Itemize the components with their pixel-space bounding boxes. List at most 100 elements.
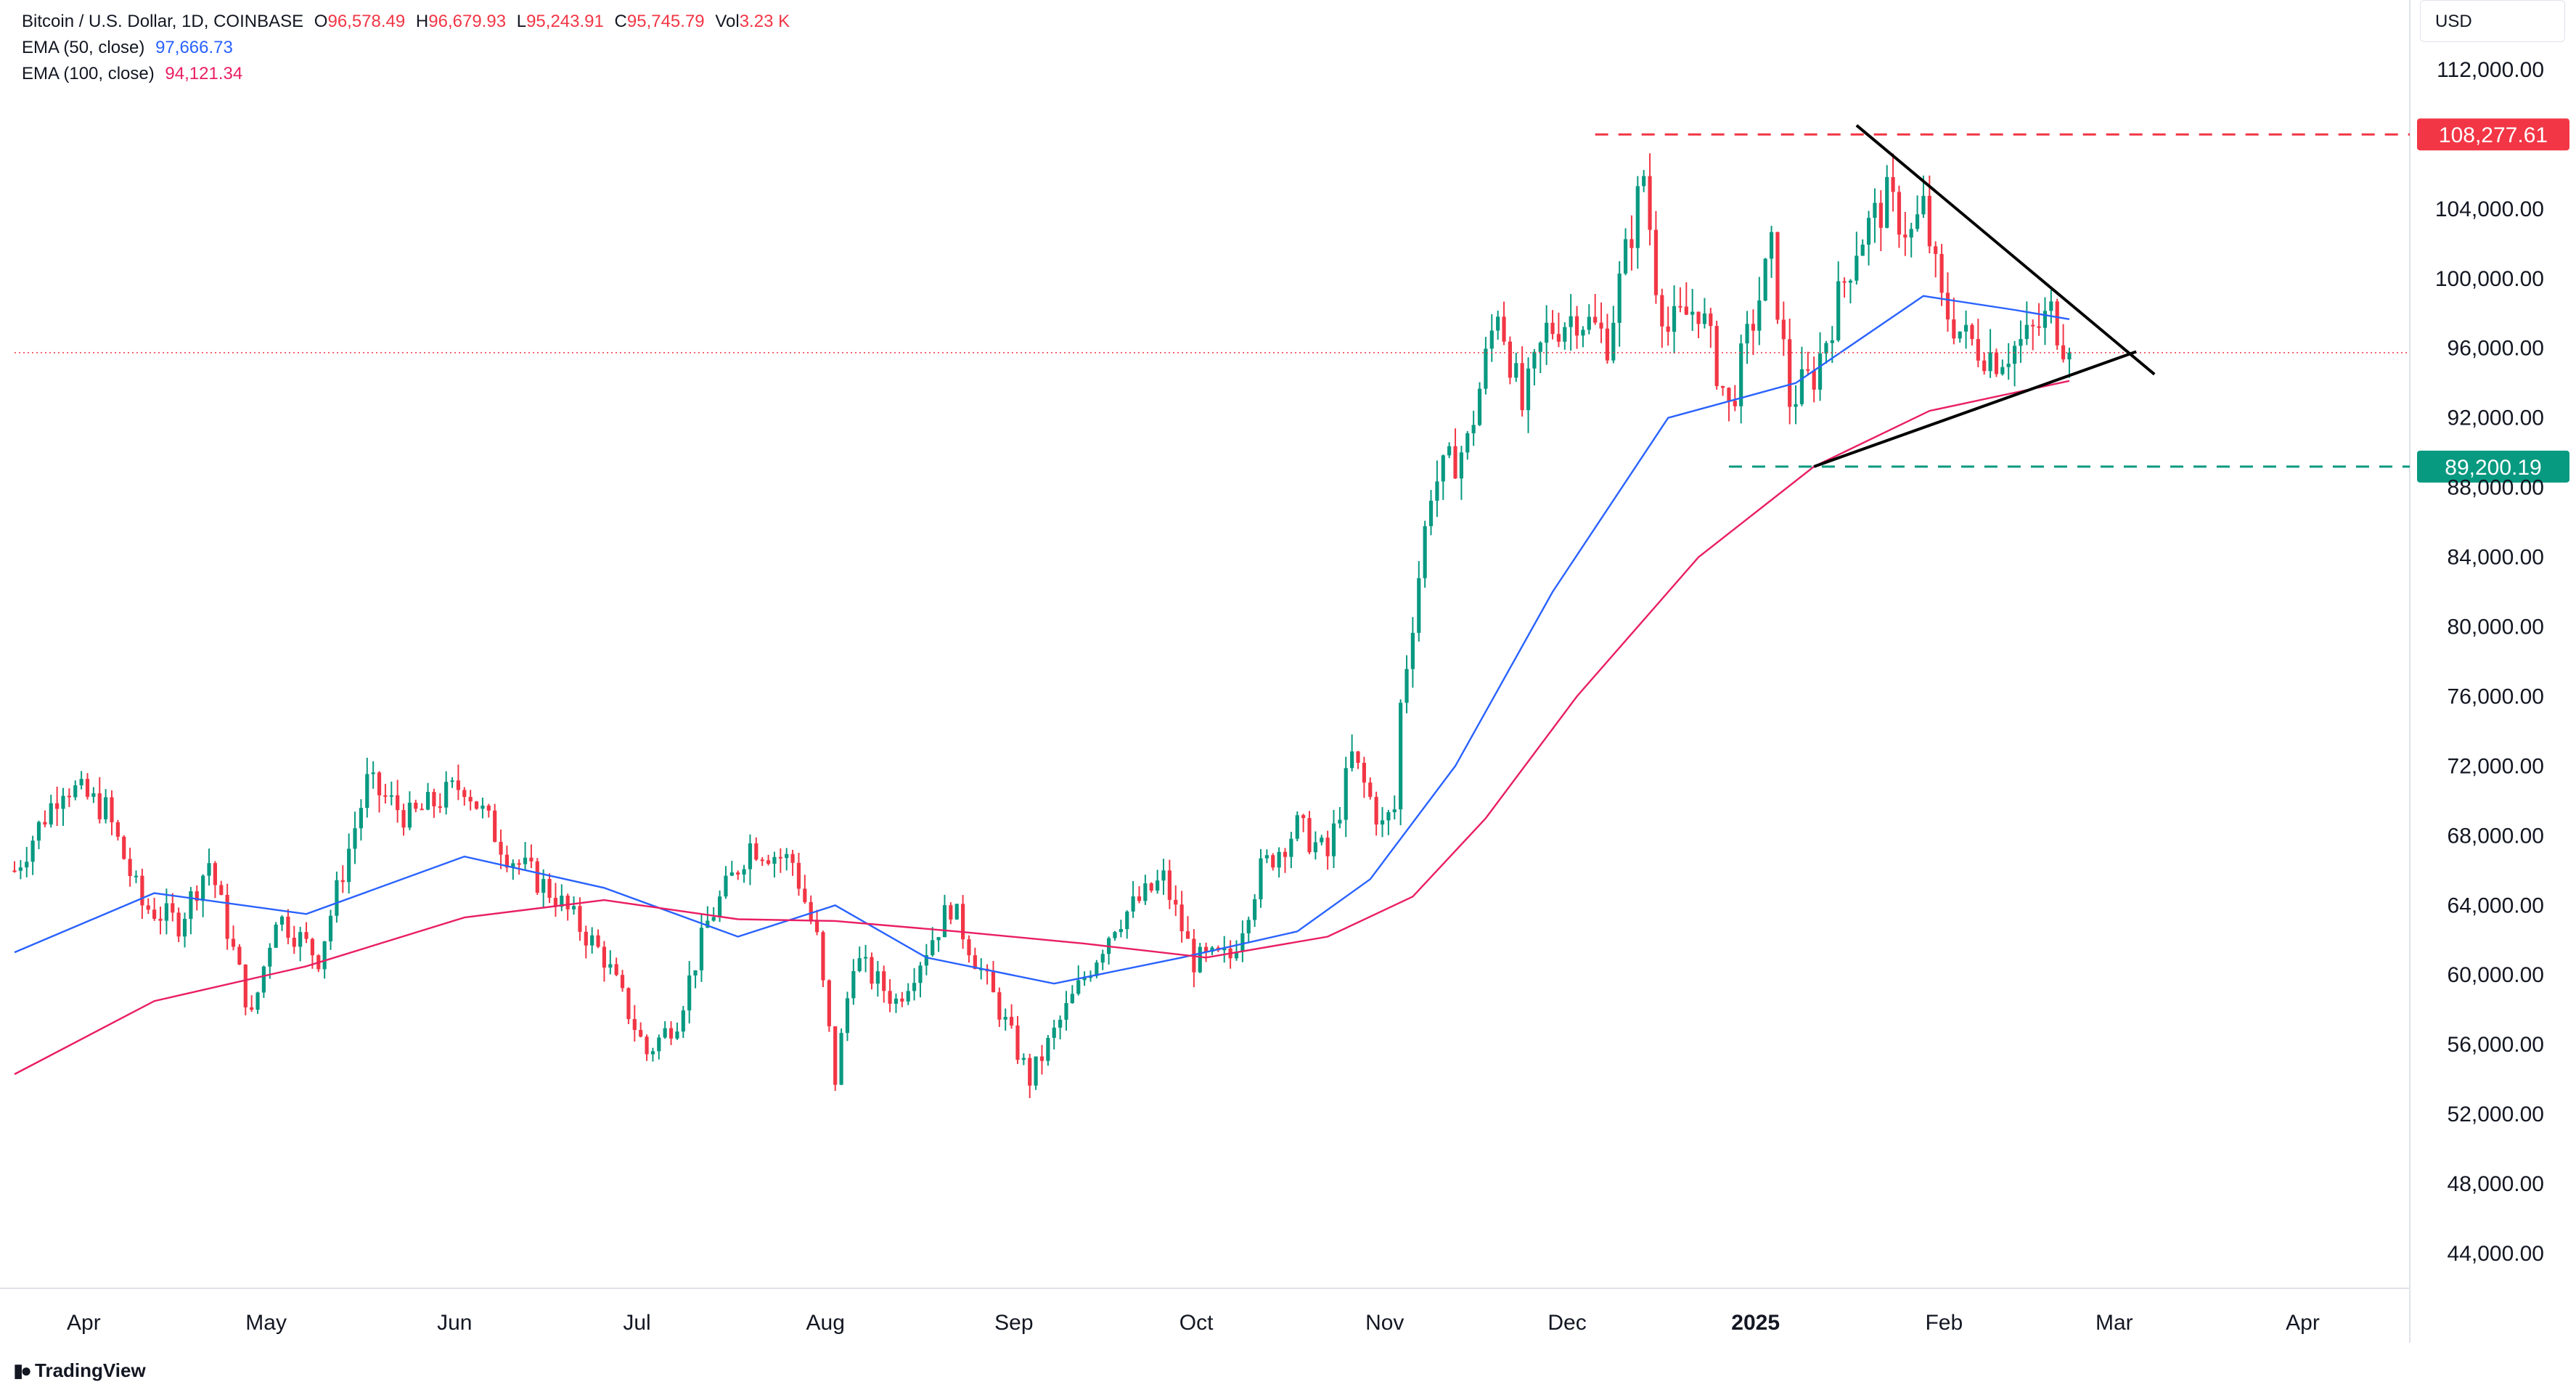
candle-body: [67, 795, 71, 798]
candle-body: [182, 918, 187, 937]
candle-body: [760, 859, 764, 862]
candle-body: [1720, 385, 1725, 388]
candle-body: [1301, 815, 1306, 819]
candle-body: [778, 856, 782, 859]
ema100-row[interactable]: EMA (100, close) 94,121.34: [22, 61, 790, 87]
candle-body: [1125, 911, 1129, 930]
high-value: 96,679.93: [428, 12, 507, 31]
candle-body: [1496, 316, 1500, 331]
candle-body: [706, 920, 710, 928]
candle-body: [504, 854, 510, 868]
candle-body: [359, 808, 364, 829]
candle-body: [43, 822, 47, 825]
candle-body: [620, 975, 625, 989]
candle-body: [772, 856, 777, 864]
candle-body: [462, 790, 467, 798]
candle-body: [1386, 812, 1391, 821]
tradingview-logo[interactable]: ▮● TradingView: [13, 1356, 146, 1385]
candle-body: [809, 901, 813, 921]
candle-body: [894, 998, 899, 1004]
candle-body: [1508, 341, 1513, 378]
candle-body: [1010, 1017, 1014, 1026]
candle-body: [2000, 367, 2005, 375]
candle-body: [1076, 980, 1081, 994]
y-tick-label: 88,000.00: [2448, 476, 2544, 500]
candle-body: [632, 1019, 637, 1031]
candle-body: [1039, 1056, 1044, 1061]
candle-body: [1648, 176, 1652, 230]
candle-body: [1817, 353, 1823, 390]
symbol-title[interactable]: Bitcoin / U.S. Dollar, 1D, COINBASE: [22, 12, 304, 31]
candle-body: [541, 879, 546, 893]
candle-body: [365, 774, 369, 809]
candle-body: [2043, 311, 2048, 328]
candle-body: [261, 966, 266, 993]
candle-body: [924, 955, 928, 966]
candle-body: [729, 872, 734, 876]
candle-body: [225, 894, 229, 939]
candle-body: [1812, 370, 1816, 390]
candle-body: [724, 875, 728, 897]
candle-body: [1714, 326, 1719, 386]
candle-body: [1325, 838, 1330, 856]
support-label-bg: [2417, 450, 2569, 483]
candle-body: [608, 964, 613, 968]
candle-body: [912, 983, 917, 991]
candle-body: [936, 937, 941, 941]
candle-body: [493, 810, 497, 842]
candle-body: [444, 782, 449, 808]
candle-body: [1441, 455, 1445, 482]
y-tick-label: 48,000.00: [2448, 1172, 2544, 1196]
y-tick-label: 112,000.00: [2437, 58, 2544, 82]
candle-body: [1684, 306, 1688, 315]
candle-body: [1082, 978, 1087, 981]
ema50-line: [14, 295, 2070, 985]
candle-body: [1593, 316, 1598, 323]
candle-body: [1484, 348, 1488, 389]
candle-body: [1873, 202, 1877, 218]
candle-body: [1344, 768, 1348, 820]
candle-body: [1435, 481, 1439, 501]
candle-body: [1149, 883, 1153, 891]
candle-body: [328, 915, 333, 941]
x-tick-label: Nov: [1365, 1311, 1404, 1335]
candle-body: [1179, 904, 1184, 932]
candle-body: [535, 861, 539, 893]
candle-body: [754, 843, 759, 860]
candle-body: [49, 803, 53, 825]
candle-body: [888, 991, 892, 1004]
ema50-row[interactable]: EMA (50, close) 97,666.73: [22, 35, 790, 61]
candle-body: [967, 939, 971, 956]
candle-body: [468, 797, 473, 802]
candle-body: [1963, 324, 1968, 332]
candle-body: [304, 932, 308, 939]
candle-body: [863, 957, 868, 959]
candle-body: [1630, 239, 1634, 248]
candle-body: [1502, 316, 1506, 342]
ema100-label: EMA (100, close): [22, 64, 155, 83]
candle-body: [1909, 229, 1913, 238]
currency-selector[interactable]: USD: [2420, 0, 2565, 42]
candle-body: [1143, 883, 1148, 901]
candle-body: [152, 909, 157, 919]
candle-body: [2006, 364, 2011, 367]
candle-body: [195, 891, 199, 901]
candle-body: [171, 903, 175, 913]
candle-body: [1417, 578, 1421, 633]
candle-body: [1167, 870, 1172, 900]
candle-body: [681, 1010, 685, 1032]
candle-body: [30, 840, 35, 862]
candle-body: [255, 992, 260, 1010]
candle-body: [547, 879, 552, 898]
y-tick-label: 52,000.00: [2448, 1102, 2544, 1126]
candle-body: [377, 772, 382, 795]
candle-body: [1581, 330, 1585, 336]
candle-body: [1185, 931, 1190, 939]
candle-body: [1574, 316, 1579, 336]
candle-body: [766, 860, 771, 864]
candle-body: [104, 797, 108, 819]
open-value: 96,578.49: [327, 12, 406, 31]
y-tick-label: 104,000.00: [2435, 197, 2544, 221]
